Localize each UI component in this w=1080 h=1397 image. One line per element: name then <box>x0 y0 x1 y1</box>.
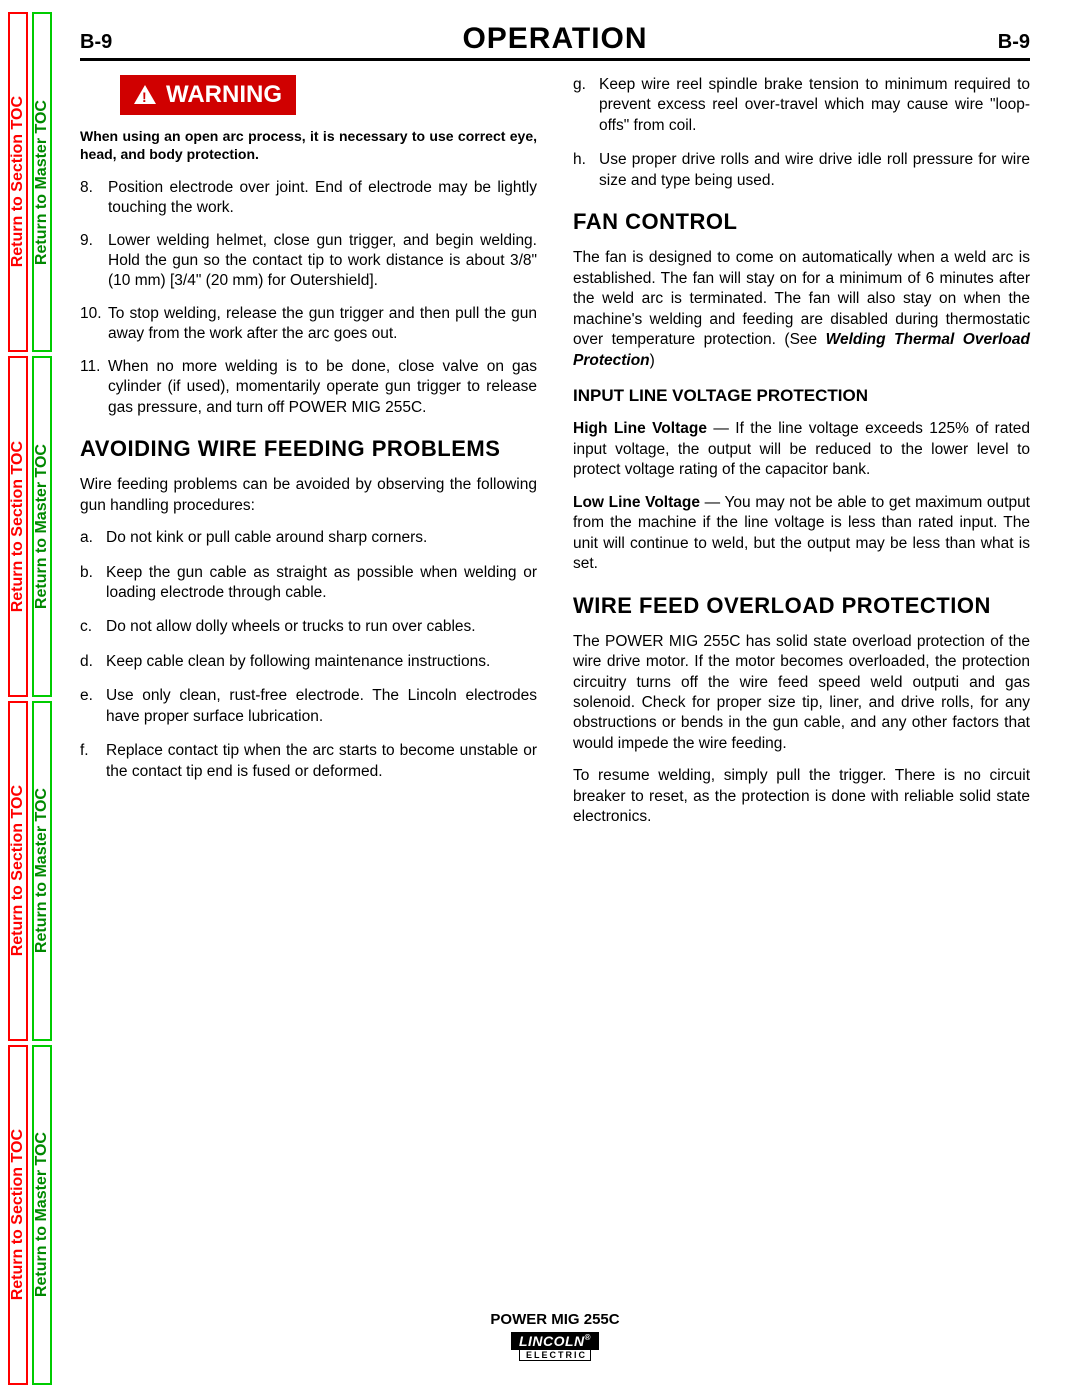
side-tabs: Return to Section TOC Return to Section … <box>8 10 54 1387</box>
numbered-steps: 8.Position electrode over joint. End of … <box>80 178 537 419</box>
return-master-toc-2[interactable]: Return to Master TOC <box>32 356 52 696</box>
brand-logo-bottom: ELECTRIC <box>519 1349 591 1361</box>
heading-avoiding-wire-feeding: AVOIDING WIRE FEEDING PROBLEMS <box>80 434 537 463</box>
warning-triangle-icon <box>134 85 156 104</box>
low-line-voltage: Low Line Voltage — You may not be able t… <box>573 493 1030 575</box>
section-toc-column: Return to Section TOC Return to Section … <box>8 10 28 1387</box>
heading-wire-feed-overload: WIRE FEED OVERLOAD PROTECTION <box>573 591 1030 620</box>
page-number-left: B-9 <box>80 31 112 54</box>
high-line-voltage: High Line Voltage — If the line voltage … <box>573 419 1030 480</box>
right-column: g.Keep wire reel spindle brake tension t… <box>573 75 1030 840</box>
left-column: WARNING When using an open arc process, … <box>80 75 537 840</box>
step-8: 8.Position electrode over joint. End of … <box>80 178 537 219</box>
chapter-title: OPERATION <box>462 22 647 56</box>
item-h: h.Use proper drive rolls and wire drive … <box>573 150 1030 191</box>
fan-control-body: The fan is designed to come on automatic… <box>573 248 1030 371</box>
text-columns: WARNING When using an open arc process, … <box>80 75 1030 840</box>
item-c: c.Do not allow dolly wheels or trucks to… <box>80 617 537 637</box>
warning-note: When using an open arc process, it is ne… <box>80 127 537 164</box>
footer-product-name: POWER MIG 255C <box>80 1311 1030 1328</box>
step-11: 11.When no more welding is to be done, c… <box>80 357 537 418</box>
step-9: 9.Lower welding helmet, close gun trigge… <box>80 231 537 292</box>
heading-fan-control: FAN CONTROL <box>573 207 1030 236</box>
avoiding-intro: Wire feeding problems can be avoided by … <box>80 475 537 516</box>
return-section-toc-3[interactable]: Return to Section TOC <box>8 701 28 1041</box>
item-g: g.Keep wire reel spindle brake tension t… <box>573 75 1030 136</box>
return-master-toc-1[interactable]: Return to Master TOC <box>32 12 52 352</box>
wirefeed-p2: To resume welding, simply pull the trigg… <box>573 766 1030 827</box>
page-content: B-9 OPERATION B-9 WARNING When using an … <box>80 22 1030 1377</box>
page-footer: POWER MIG 255C LINCOLN® ELECTRIC <box>80 1311 1030 1363</box>
item-e: e.Use only clean, rust-free electrode. T… <box>80 686 537 727</box>
lettered-list-right: g.Keep wire reel spindle brake tension t… <box>573 75 1030 191</box>
item-a: a.Do not kink or pull cable around sharp… <box>80 528 537 548</box>
step-10: 10.To stop welding, release the gun trig… <box>80 304 537 345</box>
warning-label: WARNING <box>166 79 282 111</box>
return-master-toc-4[interactable]: Return to Master TOC <box>32 1045 52 1385</box>
wirefeed-p1: The POWER MIG 255C has solid state overl… <box>573 632 1030 755</box>
page-number-right: B-9 <box>998 31 1030 54</box>
heading-input-line-voltage: INPUT LINE VOLTAGE PROTECTION <box>573 385 1030 407</box>
brand-logo: LINCOLN® ELECTRIC <box>511 1332 599 1361</box>
return-master-toc-3[interactable]: Return to Master TOC <box>32 701 52 1041</box>
return-section-toc-4[interactable]: Return to Section TOC <box>8 1045 28 1385</box>
warning-badge: WARNING <box>120 75 296 115</box>
lettered-list-left: a.Do not kink or pull cable around sharp… <box>80 528 537 782</box>
item-d: d.Keep cable clean by following maintena… <box>80 652 537 672</box>
page-header: B-9 OPERATION B-9 <box>80 22 1030 61</box>
brand-logo-top: LINCOLN® <box>511 1332 599 1350</box>
master-toc-column: Return to Master TOC Return to Master TO… <box>32 10 52 1387</box>
return-section-toc-2[interactable]: Return to Section TOC <box>8 356 28 696</box>
item-f: f.Replace contact tip when the arc start… <box>80 741 537 782</box>
item-b: b. Keep the gun cable as straight as pos… <box>80 563 537 604</box>
return-section-toc-1[interactable]: Return to Section TOC <box>8 12 28 352</box>
